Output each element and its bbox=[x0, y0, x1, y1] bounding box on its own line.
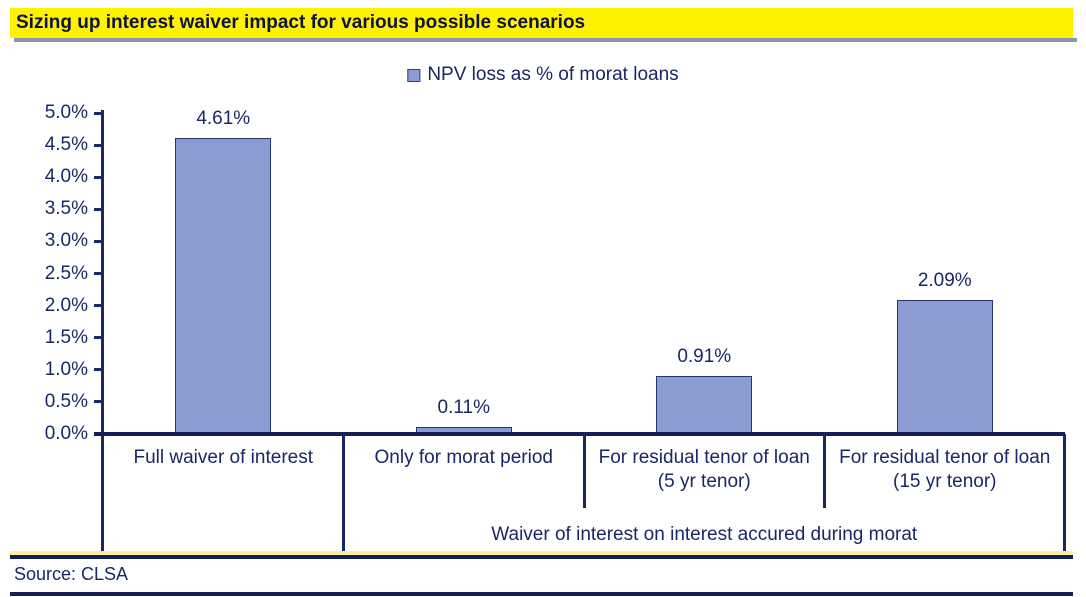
bar-value-label: 4.61% bbox=[196, 108, 251, 130]
y-axis-tick-label: 1.5% bbox=[44, 326, 88, 348]
axis-group-divider bbox=[342, 434, 345, 555]
x-axis-category-label: Full waiver of interest bbox=[133, 447, 313, 468]
bottom-rule-navy bbox=[10, 555, 1073, 559]
axis-category-divider bbox=[582, 434, 586, 508]
y-axis-tick-mark bbox=[94, 143, 103, 147]
y-axis-tick-mark bbox=[94, 272, 103, 275]
legend: NPV loss as % of morat loans bbox=[407, 64, 679, 86]
y-axis-tick-label: 2.5% bbox=[44, 262, 88, 284]
chart-title: Sizing up interest waiver impact for var… bbox=[10, 8, 1073, 38]
y-axis-tick-label: 5.0% bbox=[44, 102, 88, 123]
axis-category-divider bbox=[823, 434, 826, 508]
y-axis-tick-label: 3.0% bbox=[44, 230, 88, 252]
group-axis-label: Waiver of interest on interest accured d… bbox=[491, 524, 918, 545]
y-axis-tick-mark bbox=[94, 304, 103, 308]
legend-marker-icon bbox=[407, 68, 421, 82]
x-axis-line bbox=[94, 432, 1065, 436]
x-axis-category-label: Only for morat period bbox=[374, 447, 553, 468]
y-axis-tick-label: 0.0% bbox=[44, 423, 88, 444]
footer-rule bbox=[10, 592, 1073, 596]
bottom-rule-yellow bbox=[10, 551, 1073, 555]
x-axis-category-label: For residual tenor of loan (15 yr tenor) bbox=[839, 447, 1051, 492]
y-axis-tick-label: 3.5% bbox=[44, 198, 88, 220]
y-axis-tick-label: 0.5% bbox=[44, 390, 88, 412]
y-axis-tick-mark bbox=[94, 175, 103, 179]
y-axis-tick-mark bbox=[94, 239, 103, 243]
legend-label: NPV loss as % of morat loans bbox=[427, 64, 679, 85]
y-axis-tick-label: 4.5% bbox=[44, 134, 88, 156]
y-axis-tick-mark bbox=[94, 111, 103, 115]
y-axis-tick-label: 2.0% bbox=[44, 294, 88, 316]
y-axis-tick-label: 4.0% bbox=[44, 166, 88, 188]
y-axis-tick-mark bbox=[94, 336, 103, 340]
x-axis-category-label: For residual tenor of loan (5 yr tenor) bbox=[598, 447, 810, 492]
bar-value-label: 2.09% bbox=[917, 269, 972, 291]
y-axis-line bbox=[101, 110, 104, 555]
title-underline bbox=[14, 38, 1077, 42]
bar bbox=[175, 138, 272, 434]
y-axis-tick-mark bbox=[94, 368, 103, 372]
bar-value-label: 0.91% bbox=[677, 345, 732, 367]
source-note: Source: CLSA bbox=[14, 564, 129, 584]
axis-right-edge-line bbox=[1063, 434, 1066, 555]
bar-value-label: 0.11% bbox=[437, 396, 490, 418]
y-axis-tick-mark bbox=[94, 400, 103, 404]
y-axis-tick-mark bbox=[94, 207, 103, 211]
bar bbox=[656, 375, 753, 434]
y-axis-tick-label: 1.0% bbox=[44, 358, 88, 380]
bar bbox=[896, 299, 993, 434]
